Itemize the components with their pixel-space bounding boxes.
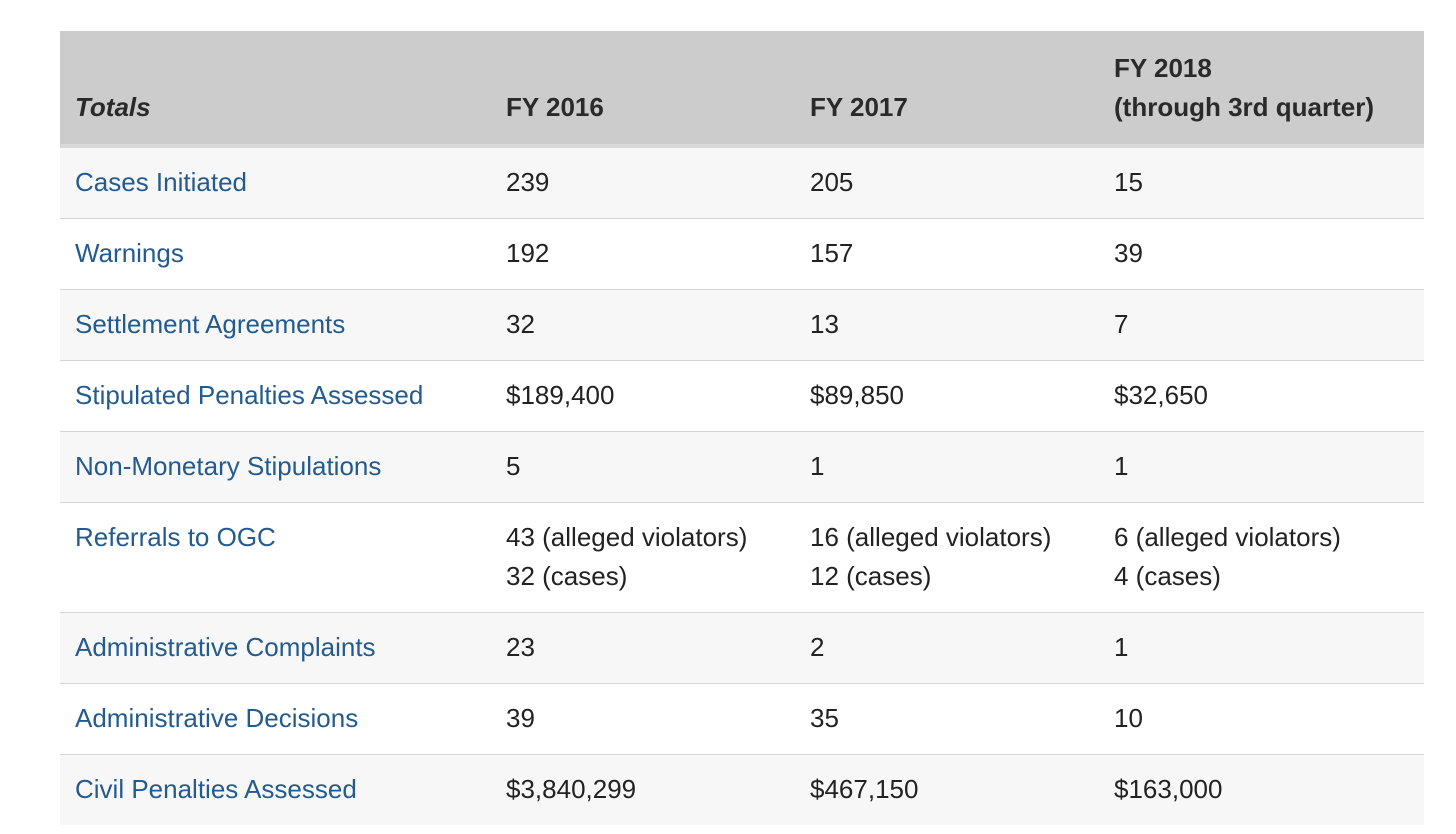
value-cell-fy2016: 192 xyxy=(491,218,795,290)
cell-value-fy2017: 205 xyxy=(810,167,854,197)
cell-value-fy2018: 39 xyxy=(1114,238,1143,268)
value-cell-fy2018: $32,650 xyxy=(1099,360,1424,432)
cell-value-fy2018: 4 (cases) xyxy=(1114,561,1221,591)
cell-value-fy2017: 35 xyxy=(810,703,839,733)
table-row: Civil Penalties Assessed $3,840,299 $467,1… xyxy=(60,754,1424,825)
cell-value-fy2016: $3,840,299 xyxy=(506,774,637,804)
value-cell-fy2018: 10 xyxy=(1099,683,1424,755)
value-cell-fy2018: 1 xyxy=(1099,431,1424,503)
header-fy2018-note: (through 3rd quarter) xyxy=(1114,92,1374,122)
table-row: Referrals to OGC 43 (alleged violators) 32… xyxy=(60,502,1424,613)
metric-cell: Cases Initiated xyxy=(60,146,491,219)
cell-value-fy2017: 1 xyxy=(810,451,825,481)
metric-link[interactable]: Non-Monetary Stipulations xyxy=(75,451,382,481)
metric-cell: Non-Monetary Stipulations xyxy=(60,431,491,503)
metric-link[interactable]: Administrative Complaints xyxy=(75,632,376,662)
cell-value-fy2017: 16 (alleged violators) xyxy=(810,522,1052,552)
cell-value-fy2018: 15 xyxy=(1114,167,1143,197)
cell-value-fy2016: $189,400 xyxy=(506,380,615,410)
cell-value-fy2018: 7 xyxy=(1114,309,1129,339)
cell-value-fy2017: $89,850 xyxy=(810,380,904,410)
cell-value-fy2016: 32 (cases) xyxy=(506,561,628,591)
value-cell-fy2017: 205 xyxy=(795,146,1099,219)
cell-value-fy2017: 12 (cases) xyxy=(810,561,932,591)
metric-link[interactable]: Stipulated Penalties Assessed xyxy=(75,380,424,410)
value-cell-fy2017: 2 xyxy=(795,612,1099,684)
value-cell-fy2018: 15 xyxy=(1099,146,1424,219)
header-row: Totals FY 2016 FY 2017 FY 2018 (through … xyxy=(60,31,1424,148)
value-cell-fy2017: 157 xyxy=(795,218,1099,290)
cell-value-fy2016: 39 xyxy=(506,703,535,733)
cell-value-fy2016: 239 xyxy=(506,167,550,197)
table-body: Cases Initiated 239 205 15 Warnings 192 157 39 S… xyxy=(60,146,1424,825)
value-cell-fy2018: $163,000 xyxy=(1099,754,1424,825)
value-cell-fy2018: 1 xyxy=(1099,612,1424,684)
value-cell-fy2017: 35 xyxy=(795,683,1099,755)
value-cell-fy2016: 43 (alleged violators) 32 (cases) xyxy=(491,502,795,613)
cell-value-fy2017: $467,150 xyxy=(810,774,919,804)
table-row: Administrative Complaints 23 2 1 xyxy=(60,612,1424,684)
table-header: Totals FY 2016 FY 2017 FY 2018 (through … xyxy=(60,31,1424,148)
header-totals: Totals xyxy=(60,31,491,148)
cell-value-fy2018: $32,650 xyxy=(1114,380,1208,410)
cell-value-fy2016: 192 xyxy=(506,238,550,268)
value-cell-fy2018: 6 (alleged violators) 4 (cases) xyxy=(1099,502,1424,613)
header-fy2018-year: FY 2018 xyxy=(1114,53,1212,83)
table-row: Administrative Decisions 39 35 10 xyxy=(60,683,1424,755)
value-cell-fy2016: $3,840,299 xyxy=(491,754,795,825)
value-cell-fy2016: 239 xyxy=(491,146,795,219)
header-fy2018: FY 2018 (through 3rd quarter) xyxy=(1099,31,1424,148)
metric-link[interactable]: Settlement Agreements xyxy=(75,309,346,339)
table-row: Cases Initiated 239 205 15 xyxy=(60,146,1424,219)
metric-cell: Administrative Complaints xyxy=(60,612,491,684)
value-cell-fy2016: 23 xyxy=(491,612,795,684)
totals-table-container: Totals FY 2016 FY 2017 FY 2018 (through … xyxy=(60,31,1424,825)
table-row: Non-Monetary Stipulations 5 1 1 xyxy=(60,431,1424,503)
cell-value-fy2018: 6 (alleged violators) xyxy=(1114,522,1341,552)
metric-cell: Referrals to OGC xyxy=(60,502,491,613)
table-row: Stipulated Penalties Assessed $189,400 $89… xyxy=(60,360,1424,432)
metric-cell: Administrative Decisions xyxy=(60,683,491,755)
totals-table: Totals FY 2016 FY 2017 FY 2018 (through … xyxy=(60,31,1424,825)
metric-link[interactable]: Warnings xyxy=(75,238,184,268)
header-fy2016: FY 2016 xyxy=(491,31,795,148)
cell-value-fy2016: 32 xyxy=(506,309,535,339)
cell-value-fy2017: 2 xyxy=(810,632,825,662)
table-row: Warnings 192 157 39 xyxy=(60,218,1424,290)
metric-cell: Settlement Agreements xyxy=(60,289,491,361)
metric-link[interactable]: Cases Initiated xyxy=(75,167,247,197)
value-cell-fy2018: 39 xyxy=(1099,218,1424,290)
value-cell-fy2017: 13 xyxy=(795,289,1099,361)
cell-value-fy2018: $163,000 xyxy=(1114,774,1223,804)
metric-cell: Warnings xyxy=(60,218,491,290)
cell-value-fy2018: 1 xyxy=(1114,632,1129,662)
cell-value-fy2016: 23 xyxy=(506,632,535,662)
cell-value-fy2018: 10 xyxy=(1114,703,1143,733)
value-cell-fy2016: 39 xyxy=(491,683,795,755)
table-row: Settlement Agreements 32 13 7 xyxy=(60,289,1424,361)
metric-link[interactable]: Referrals to OGC xyxy=(75,522,276,552)
cell-value-fy2017: 157 xyxy=(810,238,854,268)
value-cell-fy2017: 16 (alleged violators) 12 (cases) xyxy=(795,502,1099,613)
metric-cell: Civil Penalties Assessed xyxy=(60,754,491,825)
header-fy2017: FY 2017 xyxy=(795,31,1099,148)
cell-value-fy2017: 13 xyxy=(810,309,839,339)
cell-value-fy2016: 43 (alleged violators) xyxy=(506,522,748,552)
metric-cell: Stipulated Penalties Assessed xyxy=(60,360,491,432)
value-cell-fy2016: 32 xyxy=(491,289,795,361)
value-cell-fy2017: $467,150 xyxy=(795,754,1099,825)
value-cell-fy2016: 5 xyxy=(491,431,795,503)
value-cell-fy2016: $189,400 xyxy=(491,360,795,432)
cell-value-fy2018: 1 xyxy=(1114,451,1129,481)
value-cell-fy2017: $89,850 xyxy=(795,360,1099,432)
metric-link[interactable]: Administrative Decisions xyxy=(75,703,359,733)
metric-link[interactable]: Civil Penalties Assessed xyxy=(75,774,357,804)
cell-value-fy2016: 5 xyxy=(506,451,521,481)
value-cell-fy2017: 1 xyxy=(795,431,1099,503)
value-cell-fy2018: 7 xyxy=(1099,289,1424,361)
